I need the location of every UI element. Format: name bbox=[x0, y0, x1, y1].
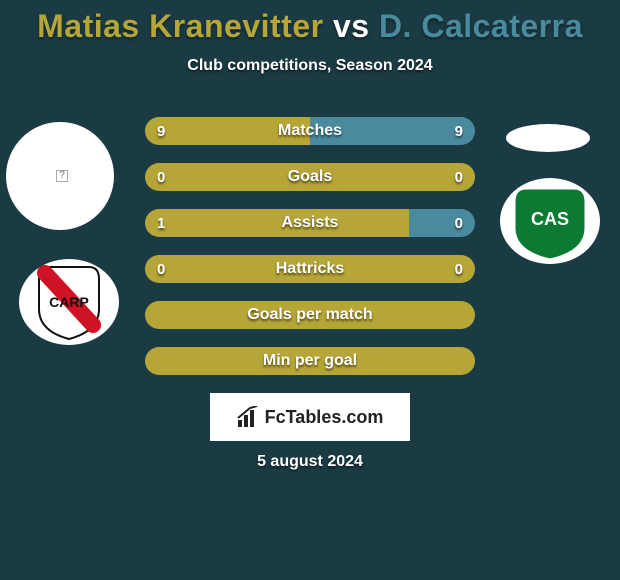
stat-label: Goals per match bbox=[145, 301, 475, 329]
stats-block: Matches99Goals00Assists10Hattricks00Goal… bbox=[145, 117, 475, 375]
footer-brand: FcTables.com bbox=[210, 393, 410, 441]
stat-label: Assists bbox=[145, 209, 475, 237]
page-title: Matias Kranevitter vs D. Calcaterra bbox=[0, 0, 620, 45]
stat-row: Goals0 0 bbox=[145, 163, 475, 191]
date-text: 5 august 2024 bbox=[0, 453, 620, 471]
stat-label: Goals bbox=[145, 163, 475, 191]
stat-value-left: 0 bbox=[157, 255, 165, 283]
stat-label: Matches bbox=[145, 117, 475, 145]
club1-shield-icon: CARP bbox=[19, 259, 119, 345]
player2-photo bbox=[506, 124, 590, 152]
brand-chart-icon bbox=[237, 406, 259, 428]
stat-row: Hattricks0 0 bbox=[145, 255, 475, 283]
player1-photo bbox=[6, 122, 114, 230]
stat-row: Matches9 9 bbox=[145, 117, 475, 145]
club2-shield-icon: CAS bbox=[500, 178, 600, 264]
stat-value-right: 9 bbox=[455, 117, 463, 145]
club1-logo: CARP bbox=[19, 259, 119, 345]
stat-value-right: 0 bbox=[455, 163, 463, 191]
title-vs: vs bbox=[324, 8, 379, 44]
svg-text:CAS: CAS bbox=[531, 209, 569, 229]
title-player2: D. Calcaterra bbox=[379, 8, 583, 44]
title-player1: Matias Kranevitter bbox=[37, 8, 323, 44]
stat-label: Hattricks bbox=[145, 255, 475, 283]
club2-logo: CAS bbox=[500, 178, 600, 264]
stat-row: Assists1 0 bbox=[145, 209, 475, 237]
stat-label: Min per goal bbox=[145, 347, 475, 375]
comparison-card: Matias Kranevitter vs D. Calcaterra Club… bbox=[0, 0, 620, 580]
stat-row: Goals per match bbox=[145, 301, 475, 329]
stat-row: Min per goal bbox=[145, 347, 475, 375]
subtitle: Club competitions, Season 2024 bbox=[0, 57, 620, 75]
stat-value-left: 1 bbox=[157, 209, 165, 237]
stat-value-left: 0 bbox=[157, 163, 165, 191]
stat-value-right: 0 bbox=[455, 209, 463, 237]
svg-text:CARP: CARP bbox=[49, 294, 89, 310]
footer-brand-text: FcTables.com bbox=[265, 407, 384, 428]
stat-value-left: 9 bbox=[157, 117, 165, 145]
stat-value-right: 0 bbox=[455, 255, 463, 283]
